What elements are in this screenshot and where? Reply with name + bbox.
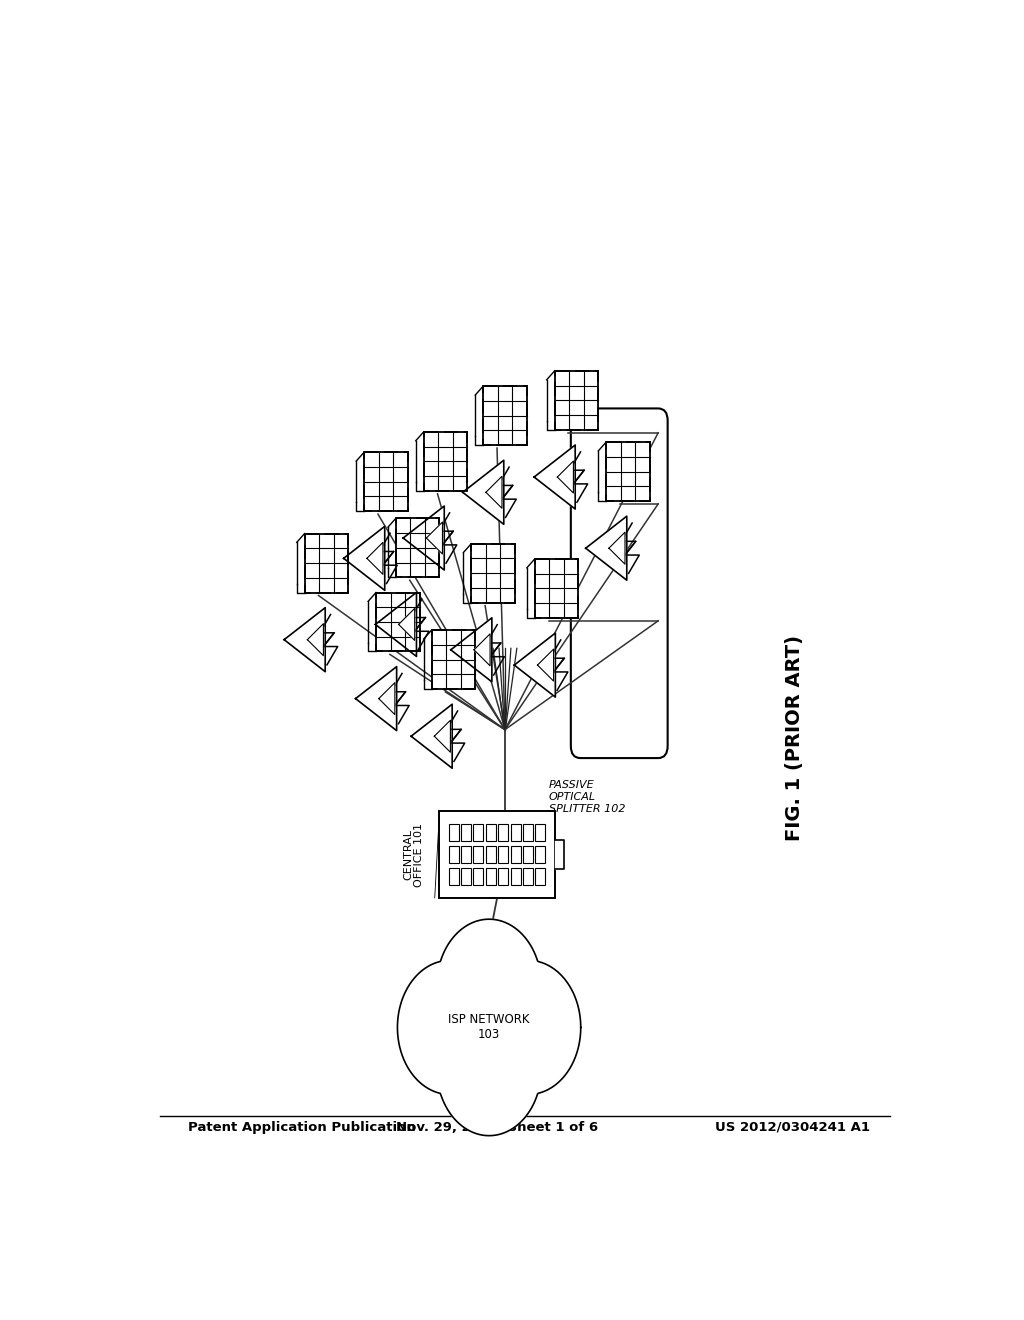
Bar: [396, 519, 439, 577]
Bar: [461, 867, 471, 886]
Polygon shape: [379, 682, 395, 714]
Polygon shape: [514, 634, 555, 697]
Text: Patent Application Publication: Patent Application Publication: [187, 1121, 416, 1134]
Bar: [471, 544, 515, 603]
Polygon shape: [557, 461, 573, 494]
Bar: [431, 630, 475, 689]
Bar: [536, 867, 546, 886]
Bar: [555, 371, 598, 430]
Bar: [536, 846, 546, 863]
Polygon shape: [586, 516, 627, 581]
Bar: [499, 867, 508, 886]
Bar: [485, 867, 496, 886]
Bar: [523, 867, 532, 886]
Bar: [535, 558, 579, 618]
Bar: [449, 846, 459, 863]
Bar: [431, 630, 475, 689]
Text: Nov. 29, 2012  Sheet 1 of 6: Nov. 29, 2012 Sheet 1 of 6: [396, 1121, 598, 1134]
Bar: [523, 846, 532, 863]
Polygon shape: [307, 623, 324, 656]
Bar: [473, 846, 483, 863]
Polygon shape: [555, 840, 564, 870]
Bar: [523, 824, 532, 841]
Bar: [449, 824, 459, 841]
Bar: [499, 846, 508, 863]
Polygon shape: [344, 527, 385, 590]
Bar: [376, 593, 420, 652]
Bar: [471, 544, 515, 603]
Bar: [483, 387, 526, 445]
Polygon shape: [411, 704, 453, 768]
Bar: [424, 432, 467, 491]
Bar: [535, 558, 579, 618]
FancyBboxPatch shape: [570, 408, 668, 758]
Polygon shape: [397, 919, 581, 1135]
Bar: [304, 533, 348, 593]
Bar: [461, 846, 471, 863]
Polygon shape: [538, 649, 554, 681]
Bar: [471, 544, 515, 603]
Bar: [439, 812, 555, 898]
Polygon shape: [355, 667, 396, 731]
Bar: [536, 824, 546, 841]
Polygon shape: [434, 721, 451, 752]
Polygon shape: [367, 543, 383, 574]
Bar: [365, 453, 408, 511]
Bar: [511, 824, 520, 841]
Bar: [376, 593, 420, 652]
Bar: [555, 371, 598, 430]
Polygon shape: [376, 593, 417, 656]
Bar: [483, 387, 526, 445]
Bar: [535, 558, 579, 618]
Bar: [483, 387, 526, 445]
Bar: [511, 867, 520, 886]
Text: ISP NETWORK
103: ISP NETWORK 103: [449, 1014, 529, 1041]
Bar: [431, 630, 475, 689]
Bar: [449, 867, 459, 886]
Bar: [606, 442, 650, 502]
Bar: [424, 432, 467, 491]
Polygon shape: [426, 521, 442, 554]
Text: FIG. 1 (PRIOR ART): FIG. 1 (PRIOR ART): [785, 635, 804, 841]
Bar: [606, 442, 650, 502]
Polygon shape: [474, 634, 490, 665]
Bar: [606, 442, 650, 502]
Polygon shape: [463, 461, 504, 524]
Bar: [304, 533, 348, 593]
Bar: [396, 519, 439, 577]
Bar: [555, 371, 598, 430]
Bar: [499, 824, 508, 841]
Polygon shape: [535, 445, 575, 510]
Bar: [365, 453, 408, 511]
Polygon shape: [398, 609, 415, 640]
Text: US 2012/0304241 A1: US 2012/0304241 A1: [715, 1121, 870, 1134]
Bar: [485, 846, 496, 863]
Bar: [424, 432, 467, 491]
Bar: [461, 824, 471, 841]
Bar: [365, 453, 408, 511]
Text: CENTRAL
OFFICE 101: CENTRAL OFFICE 101: [402, 822, 425, 887]
Polygon shape: [486, 477, 502, 508]
Polygon shape: [403, 506, 444, 570]
Bar: [473, 867, 483, 886]
Bar: [304, 533, 348, 593]
Bar: [473, 824, 483, 841]
Polygon shape: [609, 532, 625, 564]
Bar: [396, 519, 439, 577]
Polygon shape: [284, 607, 326, 672]
Bar: [376, 593, 420, 652]
Text: PASSIVE
OPTICAL
SPLITTER 102: PASSIVE OPTICAL SPLITTER 102: [549, 780, 625, 813]
Bar: [511, 846, 520, 863]
Polygon shape: [451, 618, 492, 682]
Bar: [485, 824, 496, 841]
